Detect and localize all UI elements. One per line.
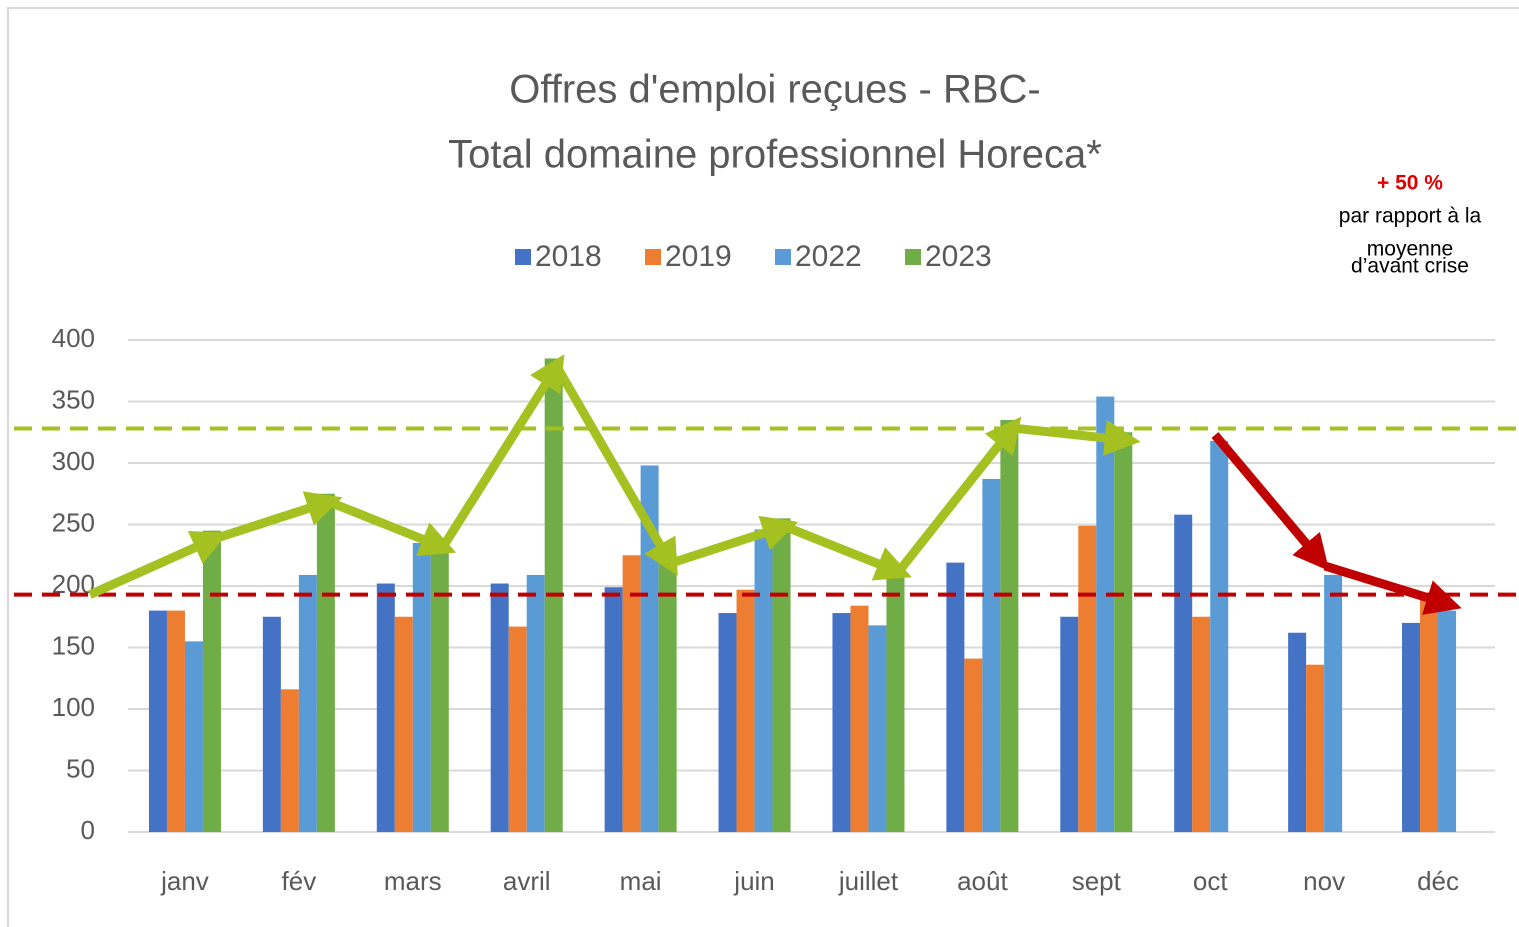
legend-swatch	[515, 249, 531, 265]
bar	[1000, 419, 1019, 832]
bar	[1096, 396, 1115, 832]
legend-swatch	[645, 249, 661, 265]
bar	[1324, 574, 1343, 832]
trend-arrow	[669, 515, 799, 568]
bar	[1420, 598, 1439, 832]
x-tick-label: août	[957, 866, 1008, 896]
x-tick-label: avril	[503, 866, 551, 896]
bar	[622, 555, 641, 832]
trend-arrow	[213, 491, 343, 543]
annotation-highlight: + 50 %	[1377, 172, 1443, 195]
y-tick-label: 300	[52, 446, 95, 476]
y-tick-label: 400	[52, 323, 95, 353]
trend-arrow	[894, 416, 1022, 575]
trend-arrow	[782, 522, 912, 581]
bar	[754, 529, 773, 832]
chart-title: Offres d'emploi reçues - RBC-	[509, 68, 1041, 112]
bar	[1402, 622, 1421, 832]
trend-arrow	[1011, 420, 1141, 456]
bar	[946, 562, 965, 832]
x-tick-label: nov	[1303, 866, 1345, 896]
bar	[148, 610, 167, 832]
bar	[1438, 610, 1457, 832]
x-tick-label: oct	[1193, 866, 1228, 896]
bar	[1078, 525, 1097, 832]
bar	[1288, 632, 1307, 832]
bar	[1174, 514, 1193, 832]
bar	[1210, 440, 1229, 832]
trend-arrow	[1211, 432, 1462, 615]
bar	[1306, 664, 1325, 832]
bar	[316, 493, 335, 832]
bar	[1192, 616, 1211, 832]
legend-swatch	[905, 249, 921, 265]
y-tick-label: 100	[52, 692, 95, 722]
trend-arrow	[438, 354, 565, 550]
annotation-text: moyenne	[1367, 238, 1453, 261]
legend-label: 2019	[665, 240, 732, 273]
bar	[982, 478, 1001, 832]
legend-label: 2018	[535, 240, 602, 273]
chart-title: Total domaine professionnel Horeca*	[448, 133, 1102, 177]
x-tick-label: juillet	[838, 866, 899, 896]
bar	[508, 626, 527, 832]
y-tick-label: 50	[66, 753, 95, 783]
annotation-text: par rapport à la	[1339, 205, 1482, 228]
bar	[262, 616, 281, 832]
bar	[1114, 432, 1133, 832]
y-tick-label: 350	[52, 384, 95, 414]
trend-arrow	[552, 364, 678, 576]
bar	[886, 563, 905, 832]
bar	[430, 539, 449, 832]
bar	[658, 555, 677, 832]
bar	[202, 530, 221, 832]
x-tick-label: sept	[1072, 866, 1122, 896]
trend-arrow	[88, 531, 229, 599]
legend-label: 2022	[795, 240, 862, 273]
frame	[7, 7, 1519, 927]
bar	[490, 583, 509, 832]
legend-swatch	[775, 249, 791, 265]
bar	[736, 589, 755, 832]
x-tick-label: déc	[1417, 866, 1459, 896]
bar	[832, 613, 851, 832]
bar	[850, 605, 869, 832]
bar	[394, 616, 413, 832]
bar	[964, 658, 983, 832]
bar	[718, 613, 737, 832]
bar	[604, 587, 623, 832]
x-tick-label: mars	[384, 866, 442, 896]
arrow-segment	[1323, 561, 1462, 615]
bar	[1060, 616, 1079, 832]
x-tick-label: janv	[160, 866, 209, 896]
bar	[184, 641, 203, 832]
x-tick-label: fév	[282, 866, 317, 896]
y-tick-label: 0	[81, 815, 95, 845]
y-tick-label: 250	[52, 507, 95, 537]
bar	[772, 518, 791, 832]
bar	[412, 542, 431, 832]
bar	[166, 610, 185, 832]
legend-label: 2023	[925, 240, 992, 273]
bar	[868, 625, 887, 832]
arrow-segment	[1211, 432, 1330, 572]
trend-arrow	[327, 497, 457, 556]
bar	[376, 583, 395, 832]
y-tick-label: 150	[52, 630, 95, 660]
bar	[280, 689, 299, 832]
annotation-text: d’avant crise	[1351, 255, 1469, 278]
bar	[526, 574, 545, 832]
x-tick-label: juin	[733, 866, 774, 896]
x-tick-label: mai	[620, 866, 662, 896]
bar	[298, 574, 317, 832]
